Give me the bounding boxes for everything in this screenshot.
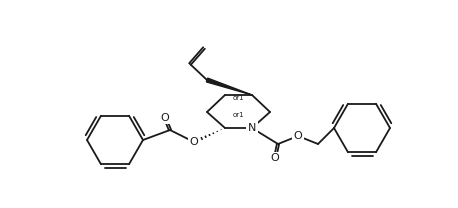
Text: or1: or1 <box>233 112 245 118</box>
Text: N: N <box>248 123 256 133</box>
Text: O: O <box>294 131 302 141</box>
Text: or1: or1 <box>233 95 245 101</box>
Text: O: O <box>190 137 198 147</box>
Polygon shape <box>207 78 252 95</box>
Text: O: O <box>271 153 279 163</box>
Text: O: O <box>161 113 169 123</box>
